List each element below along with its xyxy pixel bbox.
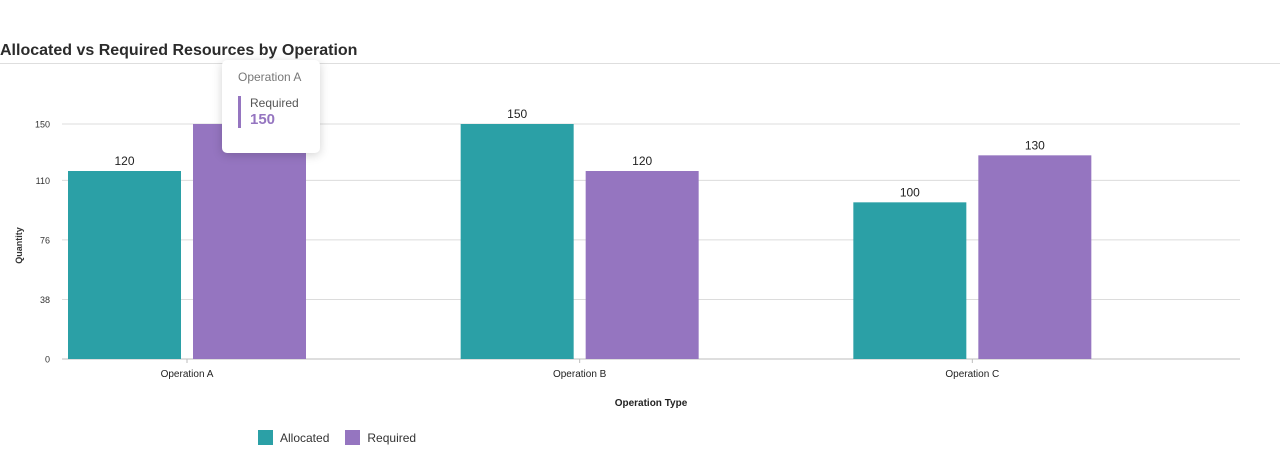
y-tick-label: 76 xyxy=(40,235,50,245)
legend-label-allocated: Allocated xyxy=(280,430,330,445)
data-label: 130 xyxy=(1025,138,1045,152)
data-label: 100 xyxy=(900,185,920,199)
tooltip-category: Operation A xyxy=(238,70,302,84)
title-divider xyxy=(0,63,1280,64)
x-tick-label: Operation B xyxy=(553,369,607,380)
legend-item-allocated[interactable]: Allocated xyxy=(258,430,329,445)
data-label: 120 xyxy=(114,154,134,168)
bar-required xyxy=(193,124,306,359)
y-tick-label: 38 xyxy=(40,295,50,305)
x-tick-label: Operation A xyxy=(161,369,214,380)
chart-title: Allocated vs Required Resources by Opera… xyxy=(0,42,358,59)
bar-required xyxy=(978,155,1092,359)
tooltip-value: 150 xyxy=(250,111,276,128)
legend-label-required: Required xyxy=(367,430,417,445)
bar-required xyxy=(585,171,699,359)
y-tick-label: 0 xyxy=(45,355,50,365)
y-tick-label: 110 xyxy=(36,176,50,186)
bar-allocated xyxy=(68,171,181,359)
tooltip-series-label: Required xyxy=(250,96,299,110)
legend-item-required[interactable]: Required xyxy=(345,430,416,445)
bar-allocated xyxy=(853,202,967,359)
tooltip-row: Required 150 xyxy=(238,96,304,128)
chart-legend: Allocated Required xyxy=(258,430,416,445)
bar-allocated xyxy=(460,124,574,359)
data-label: 150 xyxy=(507,107,527,121)
x-axis-label: Operation Type xyxy=(615,398,688,409)
y-tick-label: 150 xyxy=(35,120,50,130)
y-axis-label: Quantity xyxy=(14,227,24,264)
legend-swatch-allocated xyxy=(258,430,273,445)
legend-swatch-required xyxy=(345,430,361,445)
chart-tooltip: Operation A Required 150 xyxy=(222,60,320,153)
data-label: 120 xyxy=(632,154,652,168)
x-tick-label: Operation C xyxy=(945,369,999,380)
